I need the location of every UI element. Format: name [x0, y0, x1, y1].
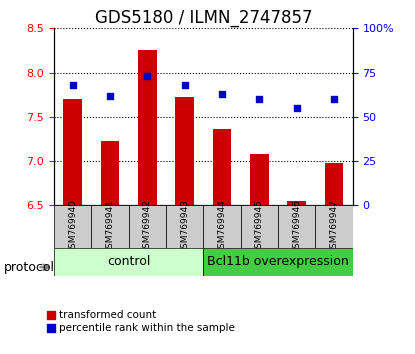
Text: GSM769944: GSM769944	[217, 199, 227, 254]
FancyBboxPatch shape	[54, 248, 203, 276]
Bar	[287, 201, 306, 205]
Bar	[176, 97, 194, 205]
Text: GSM769942: GSM769942	[143, 199, 152, 254]
FancyBboxPatch shape	[129, 205, 166, 248]
FancyBboxPatch shape	[54, 205, 91, 248]
Title: GDS5180 / ILMN_2747857: GDS5180 / ILMN_2747857	[95, 9, 312, 27]
Point	[256, 96, 263, 102]
Text: control: control	[107, 256, 150, 268]
FancyBboxPatch shape	[241, 205, 278, 248]
Text: GSM769940: GSM769940	[68, 199, 77, 254]
Point	[181, 82, 188, 88]
Point	[331, 96, 337, 102]
Text: GSM769946: GSM769946	[292, 199, 301, 254]
Point	[69, 82, 76, 88]
Text: protocol: protocol	[4, 261, 55, 274]
Bar	[63, 99, 82, 205]
Point	[293, 105, 300, 111]
FancyBboxPatch shape	[278, 205, 315, 248]
Bar	[138, 51, 157, 205]
FancyBboxPatch shape	[91, 205, 129, 248]
FancyBboxPatch shape	[315, 205, 353, 248]
Bar	[250, 154, 269, 205]
Bar	[213, 129, 232, 205]
FancyBboxPatch shape	[203, 205, 241, 248]
Legend: transformed count, percentile rank within the sample: transformed count, percentile rank withi…	[47, 310, 235, 333]
Point	[219, 91, 225, 97]
Bar	[101, 141, 120, 205]
Point	[144, 73, 151, 79]
Text: GSM769947: GSM769947	[330, 199, 339, 254]
Point	[107, 93, 113, 98]
FancyBboxPatch shape	[203, 248, 353, 276]
Text: GSM769943: GSM769943	[180, 199, 189, 254]
FancyBboxPatch shape	[166, 205, 203, 248]
Text: GSM769945: GSM769945	[255, 199, 264, 254]
Text: Bcl11b overexpression: Bcl11b overexpression	[207, 256, 349, 268]
Text: GSM769941: GSM769941	[105, 199, 115, 254]
Bar	[325, 163, 344, 205]
